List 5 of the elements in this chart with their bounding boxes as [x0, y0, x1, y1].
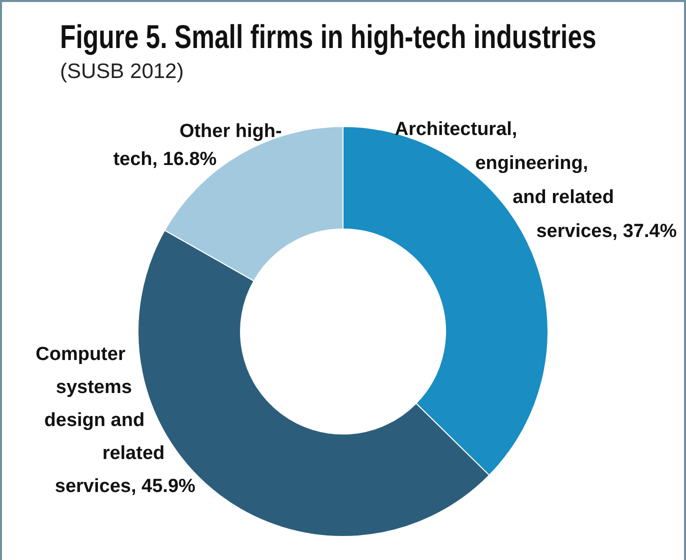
chart-subtitle: (SUSB 2012) — [60, 60, 184, 84]
slice-label: Other high-tech, 16.8% — [113, 121, 282, 170]
chart-title: Figure 5. Small firms in high-tech industries — [60, 18, 596, 56]
slice-label: Computer systems design and related services, 45.9% — [36, 344, 196, 498]
slice-label: Architectural, engineering, and related services, 37.4% — [394, 119, 677, 242]
